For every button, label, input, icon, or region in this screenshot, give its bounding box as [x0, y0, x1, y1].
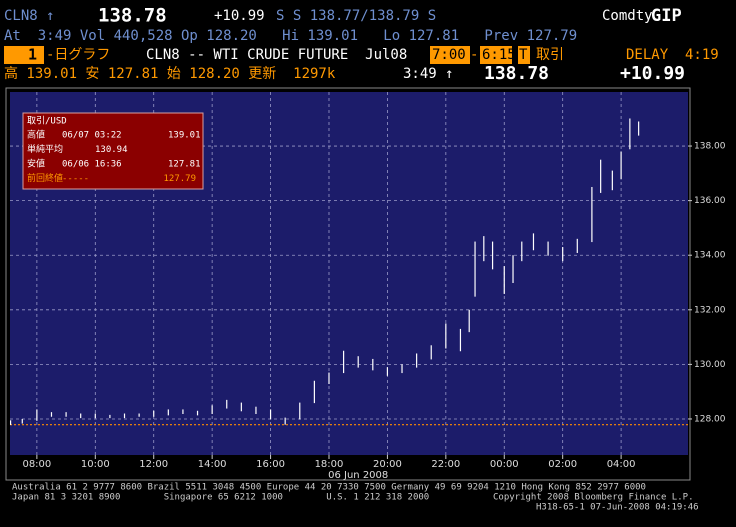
security: CLN8 -- WTI CRUDE FUTURE Jul08	[146, 47, 407, 63]
last-price: 138.78	[98, 5, 167, 27]
y-tick-label: 134.00	[694, 251, 726, 261]
footer-contacts: Australia 61 2 9777 8600 Brazil 5511 304…	[12, 483, 646, 493]
trade-key[interactable]: T	[519, 47, 528, 63]
info-title: 取引/USD	[27, 116, 67, 127]
update-time: 3:49 ↑	[403, 66, 454, 82]
x-tick-label: 12:00	[139, 459, 168, 470]
x-tick-label: 18:00	[315, 459, 344, 470]
info-date: 06/07 03:22	[62, 131, 122, 141]
change: +10.99	[214, 8, 265, 24]
info-label: 高値	[27, 129, 45, 141]
y-tick-label: 138.00	[694, 142, 726, 152]
info-value: 127.79	[163, 174, 196, 184]
y-tick-label: 128.00	[694, 414, 726, 424]
x-tick-label: 10:00	[81, 459, 110, 470]
quote: S S 138.77/138.79 S	[276, 8, 436, 24]
info-value: 130.94	[95, 145, 128, 155]
y-tick-label: 130.00	[694, 360, 726, 370]
page-number[interactable]: 1	[28, 46, 37, 64]
info-value: 127.81	[168, 160, 201, 170]
x-axis-label: 06 Jun 2008	[328, 470, 388, 481]
info-label: 前回終値	[27, 172, 63, 184]
x-tick-label: 20:00	[373, 459, 402, 470]
copyright: Copyright 2008 Bloomberg Finance L.P.	[493, 493, 693, 503]
session-start-box[interactable]	[430, 46, 470, 64]
y-tick-label: 132.00	[694, 305, 726, 315]
x-tick-label: 04:00	[607, 459, 636, 470]
x-tick-label: 02:00	[548, 459, 577, 470]
session-end[interactable]: 6:15	[482, 47, 516, 63]
x-tick-label: 22:00	[431, 459, 460, 470]
session-end-box[interactable]	[480, 46, 512, 64]
page-box[interactable]	[4, 46, 44, 64]
session-sep: -	[470, 47, 478, 63]
day-stats: 高 139.01 安 127.81 始 128.20 更新 1297k	[4, 65, 336, 82]
chart-kind: -日グラフ	[46, 47, 110, 63]
info-date: 06/06 16:36	[62, 160, 122, 170]
trade-box[interactable]	[518, 46, 530, 64]
session-start[interactable]: 7:00	[432, 47, 466, 63]
info-date: -----	[62, 174, 89, 184]
stats-line: At 3:49 Vol 440,528 Op 128.20 Hi 139.01 …	[4, 28, 577, 44]
y-tick-label: 136.00	[694, 196, 726, 206]
x-tick-label: 16:00	[256, 459, 285, 470]
info-label: 単純平均	[27, 143, 63, 155]
info-box	[22, 112, 204, 190]
timestamp: H318-65-1 07-Jun-2008 04:19:46	[536, 503, 699, 513]
x-tick-label: 08:00	[22, 459, 51, 470]
info-label: 安値	[27, 158, 45, 170]
market: Comdty	[602, 8, 653, 24]
x-tick-label: 14:00	[198, 459, 227, 470]
function: GIP	[651, 6, 682, 26]
ticker: CLN8 ↑	[4, 8, 55, 24]
footer-contacts-2: Japan 81 3 3201 8900 Singapore 65 6212 1…	[12, 493, 429, 503]
update-last: 138.78	[484, 63, 549, 84]
x-tick-label: 00:00	[490, 459, 519, 470]
delay: DELAY 4:19	[626, 47, 719, 63]
info-value: 139.01	[168, 131, 201, 141]
chart-frame	[5, 87, 691, 481]
trade-label: 取引	[536, 47, 564, 63]
update-change: +10.99	[620, 63, 685, 84]
